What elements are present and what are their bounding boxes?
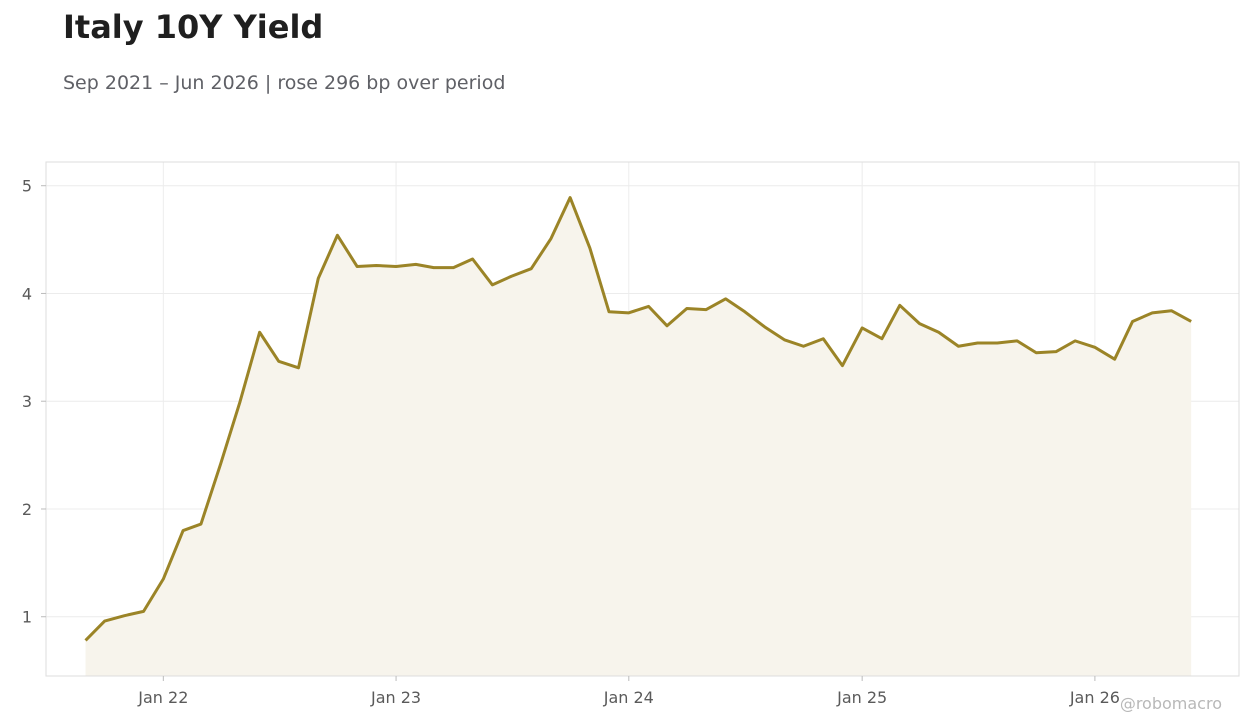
plot-frame: [45, 161, 1240, 677]
x-tick-label: Jan 24: [603, 688, 654, 707]
y-tick-label: 3: [22, 392, 32, 411]
y-tick-label: 4: [22, 284, 32, 303]
x-axis-ticks: Jan 22 Jan 23 Jan 24 Jan 25 Jan 26: [137, 676, 1120, 707]
watermark: @robomacro: [1119, 694, 1222, 713]
y-axis-ticks: 1 2 3 4 5: [22, 177, 46, 627]
yield-line: [84, 196, 1192, 642]
x-tick-label: Jan 25: [836, 688, 887, 707]
y-tick-label: 2: [22, 500, 32, 519]
chart-subtitle: Sep 2021 – Jun 2026 | rose 296 bp over p…: [63, 72, 506, 94]
y-tick-label: 5: [22, 177, 32, 196]
x-tick-label: Jan 23: [370, 688, 421, 707]
chart-title: Italy 10Y Yield: [63, 8, 324, 46]
yield-area-fill: [85, 197, 1192, 676]
y-tick-label: 1: [22, 608, 32, 627]
x-tick-label: Jan 22: [137, 688, 188, 707]
x-tick-label: Jan 26: [1069, 688, 1120, 707]
